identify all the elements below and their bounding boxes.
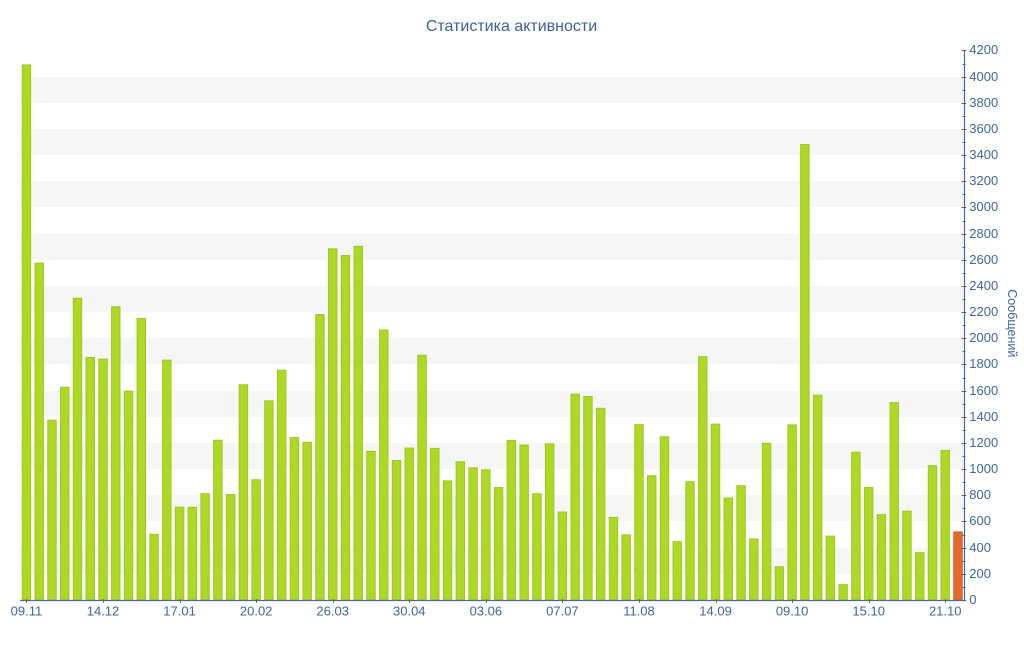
svg-text:30.04: 30.04 bbox=[393, 603, 426, 618]
svg-text:200: 200 bbox=[969, 566, 991, 581]
svg-text:09.10: 09.10 bbox=[776, 603, 809, 618]
svg-text:3200: 3200 bbox=[969, 173, 998, 188]
svg-text:600: 600 bbox=[969, 513, 991, 528]
svg-text:3400: 3400 bbox=[969, 147, 998, 162]
svg-text:4200: 4200 bbox=[969, 42, 998, 57]
svg-text:3000: 3000 bbox=[969, 199, 998, 214]
svg-text:800: 800 bbox=[969, 487, 991, 502]
svg-text:14.09: 14.09 bbox=[699, 603, 732, 618]
svg-text:1600: 1600 bbox=[969, 383, 998, 398]
svg-text:1800: 1800 bbox=[969, 356, 998, 371]
svg-text:17.01: 17.01 bbox=[163, 603, 196, 618]
svg-text:20.02: 20.02 bbox=[240, 603, 273, 618]
svg-text:3600: 3600 bbox=[969, 121, 998, 136]
svg-text:07.07: 07.07 bbox=[546, 603, 579, 618]
svg-text:1200: 1200 bbox=[969, 435, 998, 450]
svg-text:2600: 2600 bbox=[969, 252, 998, 267]
svg-text:2000: 2000 bbox=[969, 330, 998, 345]
svg-text:Статистика активности: Статистика активности bbox=[426, 18, 597, 35]
svg-text:0: 0 bbox=[969, 592, 976, 607]
svg-text:03.06: 03.06 bbox=[470, 603, 503, 618]
svg-text:1000: 1000 bbox=[969, 461, 998, 476]
svg-text:2400: 2400 bbox=[969, 278, 998, 293]
svg-text:09.11: 09.11 bbox=[11, 603, 43, 618]
svg-text:3800: 3800 bbox=[969, 95, 998, 110]
svg-text:21.10: 21.10 bbox=[929, 603, 962, 618]
svg-text:2800: 2800 bbox=[969, 226, 998, 241]
svg-text:4000: 4000 bbox=[969, 69, 998, 84]
svg-text:26.03: 26.03 bbox=[316, 603, 349, 618]
svg-text:15.10: 15.10 bbox=[852, 603, 885, 618]
svg-text:2200: 2200 bbox=[969, 304, 998, 319]
svg-text:400: 400 bbox=[969, 540, 991, 555]
svg-text:14.12: 14.12 bbox=[87, 603, 120, 618]
svg-text:1400: 1400 bbox=[969, 409, 998, 424]
svg-text:11.08: 11.08 bbox=[623, 603, 655, 618]
svg-text:Сообщений: Сообщений bbox=[1005, 289, 1019, 357]
